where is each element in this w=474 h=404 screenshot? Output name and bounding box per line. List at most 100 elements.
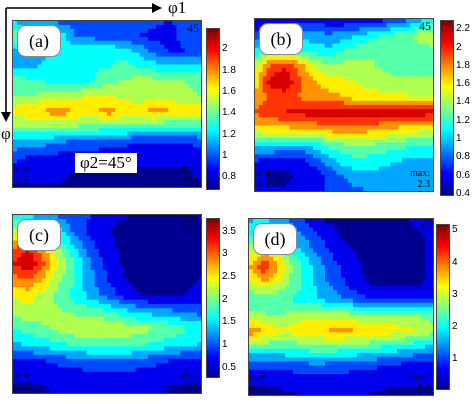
heatmap-cell bbox=[25, 261, 30, 267]
heatmap-cell bbox=[62, 257, 67, 263]
heatmap-cell bbox=[17, 143, 22, 149]
heatmap-cell bbox=[13, 179, 18, 184]
heatmap-cell bbox=[359, 166, 364, 172]
heatmap-cell bbox=[41, 92, 47, 97]
heatmap-cell bbox=[151, 32, 157, 38]
heatmap-cell bbox=[378, 59, 384, 65]
heatmap-cell bbox=[405, 137, 411, 143]
heatmap-cell bbox=[78, 278, 84, 284]
heatmap-cell bbox=[143, 291, 149, 297]
heatmap-cell bbox=[367, 72, 372, 77]
heatmap-cell bbox=[98, 48, 104, 54]
heatmap-cell bbox=[289, 162, 295, 168]
heatmap-cell bbox=[320, 133, 326, 139]
heatmap-cell bbox=[336, 59, 341, 65]
heatmap-cell bbox=[328, 113, 333, 118]
heatmap-cell bbox=[347, 113, 353, 118]
heatmap-cell bbox=[374, 170, 380, 176]
heatmap-cell bbox=[184, 282, 190, 288]
heatmap-cell bbox=[278, 72, 283, 77]
heatmap-cell bbox=[131, 139, 137, 145]
heatmap-cell bbox=[156, 236, 161, 242]
heatmap-cell bbox=[17, 248, 22, 254]
heatmap-cell bbox=[328, 39, 333, 45]
heatmap-cell bbox=[172, 223, 178, 229]
heatmap-cell bbox=[305, 150, 310, 155]
heatmap-cell bbox=[21, 155, 26, 160]
heatmap-cell bbox=[139, 291, 145, 297]
heatmap-cell bbox=[21, 104, 26, 109]
heatmap-cell bbox=[62, 123, 67, 129]
heatmap-cell bbox=[102, 295, 108, 301]
heatmap-cell bbox=[45, 107, 51, 113]
heatmap-cell bbox=[164, 244, 169, 250]
heatmap-cell bbox=[394, 133, 399, 139]
heatmap-cell bbox=[82, 131, 88, 137]
heatmap-cell bbox=[119, 92, 124, 97]
heatmap-cell bbox=[98, 231, 104, 237]
heatmap-cell bbox=[119, 131, 124, 137]
heatmap-cell bbox=[102, 72, 108, 77]
heatmap-cell bbox=[429, 154, 433, 159]
heatmap-cell bbox=[355, 117, 361, 122]
heatmap-cell bbox=[111, 92, 116, 97]
heatmap-cell bbox=[119, 248, 124, 254]
heatmap-cell bbox=[74, 179, 79, 184]
heatmap-cell bbox=[188, 223, 194, 229]
heatmap-cell bbox=[316, 68, 322, 73]
heatmap-cell bbox=[180, 163, 186, 168]
heatmap-cell bbox=[176, 223, 182, 229]
heatmap-cell bbox=[340, 92, 345, 98]
heatmap-cell bbox=[151, 253, 157, 258]
heatmap-cell bbox=[143, 119, 149, 125]
heatmap-cell bbox=[192, 227, 198, 233]
heatmap-cell bbox=[188, 159, 194, 164]
heatmap-cell bbox=[289, 154, 295, 159]
heatmap-cell bbox=[107, 231, 112, 237]
heatmap-cell bbox=[86, 80, 92, 85]
heatmap-cell bbox=[143, 92, 149, 97]
heatmap-cell bbox=[13, 295, 18, 301]
heatmap-cell bbox=[378, 145, 384, 151]
heatmap-cell bbox=[180, 147, 186, 153]
heatmap-cell bbox=[37, 175, 43, 180]
heatmap-cell bbox=[70, 143, 75, 149]
heatmap-cell bbox=[340, 39, 345, 45]
heatmap-cell bbox=[266, 113, 272, 118]
heatmap-cell bbox=[78, 253, 84, 258]
heatmap-cell bbox=[62, 282, 67, 288]
heatmap-cell bbox=[90, 299, 96, 305]
heatmap-cell bbox=[156, 135, 161, 141]
heatmap-cell bbox=[41, 270, 47, 275]
heatmap-cell bbox=[164, 274, 169, 280]
heatmap-cell bbox=[301, 43, 306, 49]
heatmap-cell bbox=[21, 60, 26, 66]
heatmap-cell bbox=[94, 304, 100, 309]
heatmap-cell bbox=[17, 308, 22, 314]
heatmap-cell bbox=[378, 39, 384, 45]
heatmap-cell bbox=[180, 240, 186, 246]
heatmap-cell bbox=[367, 88, 372, 94]
colorbar-tick-label: 1.4 bbox=[222, 107, 236, 119]
heatmap-cell bbox=[192, 159, 198, 164]
heatmap-cell bbox=[98, 88, 104, 93]
heatmap-cell bbox=[115, 183, 120, 187]
heatmap-cell bbox=[328, 19, 333, 24]
heatmap-cell bbox=[98, 219, 104, 225]
heatmap-cell bbox=[184, 175, 190, 180]
heatmap-cell bbox=[390, 27, 395, 32]
heatmap-cell bbox=[74, 44, 79, 50]
heatmap-cell bbox=[82, 44, 88, 50]
heatmap-cell bbox=[324, 88, 330, 94]
heatmap-cell bbox=[143, 282, 149, 288]
heatmap-cell bbox=[131, 115, 137, 121]
heatmap-cell bbox=[278, 162, 283, 168]
heatmap-cell bbox=[184, 64, 190, 70]
heatmap-cell bbox=[57, 175, 63, 180]
heatmap-cell bbox=[192, 88, 198, 93]
heatmap-cell bbox=[282, 145, 287, 151]
heatmap-cell bbox=[340, 27, 345, 32]
heatmap-cell bbox=[301, 72, 306, 77]
heatmap-cell bbox=[313, 51, 318, 57]
heatmap-cell bbox=[127, 119, 133, 125]
